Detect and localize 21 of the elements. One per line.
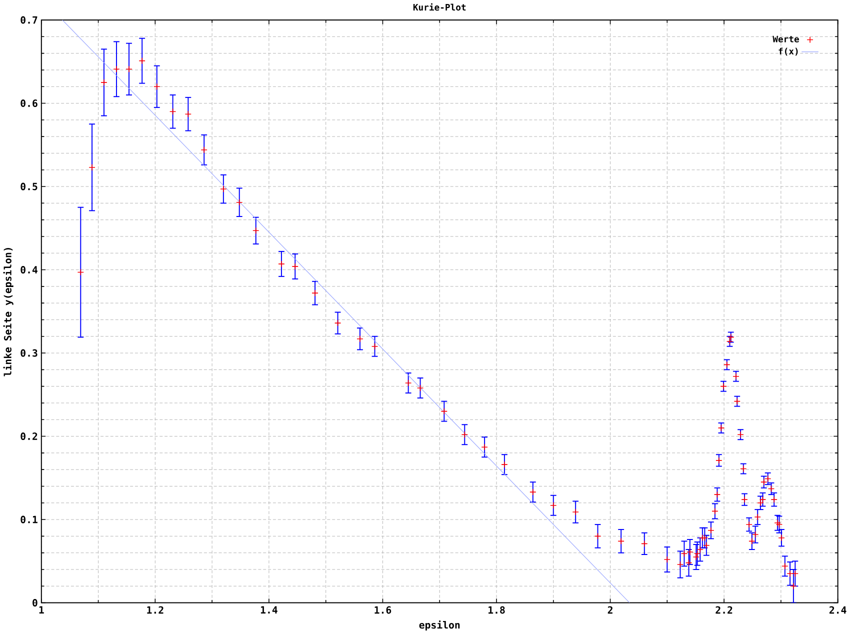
y-tick-label: 0.5 <box>20 182 38 190</box>
x-tick-label: 1.2 <box>147 606 164 614</box>
y-tick-label: 0.4 <box>20 266 38 274</box>
y-tick-label: 0.7 <box>20 16 38 24</box>
y-axis-title: linke Seite y(epsilon) <box>3 248 14 376</box>
y-tick-label: 0.6 <box>20 100 38 108</box>
x-tick-label: 2 <box>608 606 612 614</box>
x-tick-label: 2.4 <box>829 606 846 614</box>
x-tick-label: 1.6 <box>374 606 392 614</box>
x-tick-label: 1 <box>39 606 44 614</box>
y-tick-label: 0 <box>32 599 38 607</box>
x-axis-title: epsilon <box>419 620 460 631</box>
x-tick-label: 1.8 <box>488 606 505 614</box>
legend-label: f(x) <box>778 48 798 56</box>
y-tick-label: 0.2 <box>20 432 38 440</box>
y-tick-label: 0.1 <box>20 516 38 524</box>
chart-title: Kurie-Plot <box>413 3 466 11</box>
y-tick-label: 0.3 <box>20 349 38 357</box>
x-tick-label: 1.4 <box>260 606 278 614</box>
legend-label: Werte <box>772 36 799 42</box>
x-tick-label: 2.2 <box>716 606 732 614</box>
